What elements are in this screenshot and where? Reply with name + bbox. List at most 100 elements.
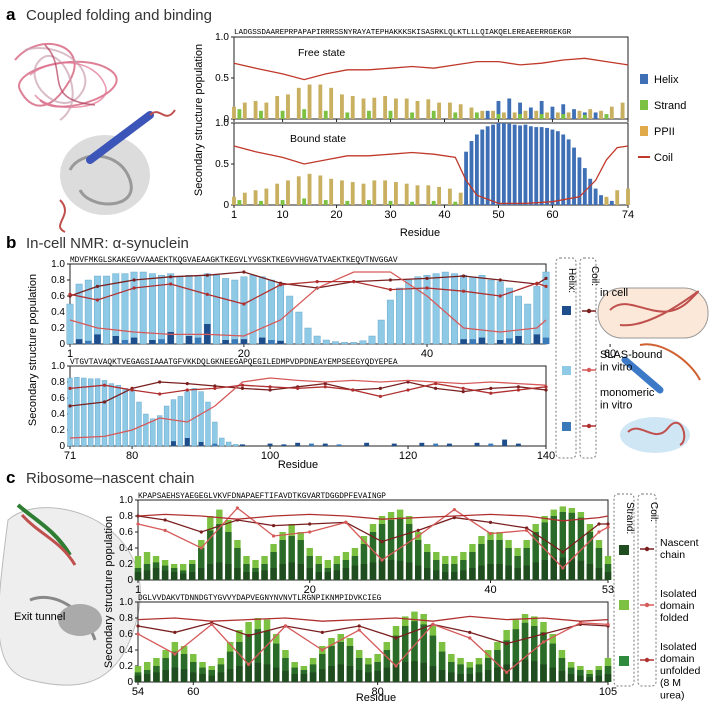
bar-c-1-nascent-chain (541, 522, 548, 580)
bar-a-bound-ppii (253, 190, 258, 205)
bar-a-free-strand (237, 109, 242, 119)
bar-b-2-monomeric-in-vitro (309, 443, 314, 446)
bar-c-2-isolated-domain-unfolded-8-m-urea (153, 672, 160, 682)
bar-c-2-isolated-domain-unfolded-8-m-urea (355, 670, 363, 682)
bar-c-2-nascent-chain (448, 662, 455, 682)
bar-a-free-ppii (447, 102, 452, 119)
legend-b-helix-header: Helix: (566, 268, 577, 293)
bar-a-bound-ppii (458, 192, 463, 205)
point-b-2-coil-in-cell (544, 388, 548, 392)
x-tick-label-c-1: 40 (484, 584, 496, 596)
bar-a-bound-ppii (242, 192, 247, 205)
bar-b-2-slas-bound-in-vitro (115, 385, 121, 447)
bar-c-1-isolated-domain-unfolded-8-m-urea (152, 568, 160, 580)
bar-b-1-in-cell (496, 340, 504, 344)
line-c-2-coil-nascent (137, 622, 609, 645)
point-c-2-coil-folded (606, 622, 610, 627)
bar-a-free-strand (302, 109, 307, 119)
bar-c-1-isolated-domain-unfolded-8-m-urea (306, 568, 313, 580)
point-c-2-coil-nascent (320, 630, 324, 635)
bar-b-1-in-cell (112, 336, 120, 344)
bar-c-2-nascent-chain (383, 650, 391, 682)
point-c-1-coil-nascent (452, 516, 456, 520)
bar-c-2-nascent-chain (245, 634, 252, 682)
bar-c-1-isolated-domain-unfolded-8-m-urea (496, 564, 503, 580)
chart-panel-c-1: 0 0.2 0.4 0.6 0.8 1.0 1 20 40 53 (119, 495, 614, 596)
bar-a-bound-helix (566, 139, 571, 205)
bar-a-bound-strand (323, 200, 328, 205)
bar-a-bound-ppii (264, 188, 269, 205)
bar-c-1-isolated-domain-unfolded-8-m-urea (378, 560, 386, 580)
bar-c-2-isolated-domain-unfolded-8-m-urea (595, 675, 603, 682)
y-tick-label-c-1: 0 (127, 575, 133, 586)
line-b-2-coil-in-cell (69, 381, 547, 407)
bar-a-bound-ppii (307, 173, 312, 205)
point-b-1-coil-monomeric (462, 289, 466, 293)
bar-a-bound-helix (534, 127, 539, 205)
y-tick-label-b-1: 1.0 (51, 259, 65, 270)
bar-c-1-isolated-domain-unfolded-8-m-urea (170, 572, 178, 580)
point-b-2-coil-monomeric (130, 388, 134, 392)
point-b-2-coil-in-cell (378, 386, 383, 390)
legend-a-label-helix: Helix (654, 74, 679, 86)
bar-b-1-slas-bound-in-vitro (277, 283, 284, 345)
point-b-1-coil-in-cell (498, 278, 502, 282)
bar-c-1-isolated-domain-unfolded-8-m-urea (261, 570, 268, 580)
panel-a-bound-complex-image (59, 109, 176, 233)
bar-a-free-ppii (275, 96, 280, 119)
bar-c-1-nascent-chain (469, 552, 476, 580)
bar-c-1-isolated-domain-unfolded-8-m-urea (532, 562, 539, 580)
bar-b-2-slas-bound-in-vitro (219, 437, 225, 447)
point-c-1-coil-nascent (163, 518, 167, 522)
bar-c-1-isolated-domain-unfolded-8-m-urea (414, 565, 422, 580)
bar-c-1-nascent-chain (216, 524, 223, 580)
x-axis-title-c: Residue (356, 692, 396, 704)
bar-a-bound-helix (550, 129, 555, 205)
point-b-2-coil-in-cell (213, 384, 217, 388)
bar-c-1-isolated-domain-unfolded-8-m-urea (424, 568, 431, 580)
legend-a: Helix Strand PPII Coil (638, 74, 686, 164)
point-c-1-coil-nascent (597, 522, 601, 526)
point-c-2-coil-nascent (505, 642, 509, 646)
point-c-2-coil-folded (431, 622, 435, 627)
y-tick-label-c-1: 0.6 (119, 527, 133, 538)
point-c-2-coil-folded (246, 662, 251, 667)
y-tick-label-a-free: 0.5 (215, 73, 229, 84)
bar-c-2-nascent-chain (402, 626, 409, 682)
x-tick-label-c-2: 105 (599, 686, 617, 698)
line-b-2-coil-slas-bound (69, 377, 547, 439)
bar-c-2-isolated-domain-unfolded-8-m-urea (392, 664, 400, 682)
bar-b-2-slas-bound-in-vitro (157, 415, 163, 447)
bar-c-1-nascent-chain (496, 540, 503, 580)
point-c-1-coil-folded (597, 530, 601, 534)
y-tick-label-c-2: 0.2 (119, 661, 133, 672)
x-tick-label-a-bound: 20 (330, 209, 342, 221)
legend-c-swatch-nascent (619, 545, 629, 555)
bar-b-2-slas-bound-in-vitro (81, 377, 87, 447)
point-b-2-coil-monomeric (268, 385, 272, 389)
bar-a-bound-ppii (232, 196, 236, 205)
bar-a-free-helix (528, 107, 533, 119)
bar-b-2-slas-bound-in-vitro (143, 413, 149, 447)
panel-a-letter: a (6, 5, 16, 24)
bar-a-free-strand (496, 114, 501, 119)
bar-b-1-in-cell (222, 340, 229, 344)
panel-b-letter: b (6, 233, 16, 252)
bar-c-2-isolated-domain-unfolded-8-m-urea (429, 666, 437, 682)
bar-c-1-nascent-chain (433, 560, 440, 580)
x-tick-label-c-1: 53 (602, 584, 614, 596)
bar-b-2-slas-bound-in-vitro (184, 391, 190, 447)
sequence-b1: MDVFMKGLSKAKEGVVAAAEKTKQGVAEAAGKTKEGVLYV… (70, 257, 398, 265)
point-b-1-coil-in-cell (425, 276, 429, 280)
panel-c-letter: c (6, 468, 15, 487)
bar-c-2-isolated-domain-unfolded-8-m-urea (236, 666, 243, 682)
bar-b-1-slas-bound-in-vitro (432, 273, 440, 345)
bar-a-bound-strand (280, 200, 285, 205)
bar-c-2-isolated-domain-unfolded-8-m-urea (411, 661, 418, 682)
bar-b-1-in-cell (258, 337, 266, 344)
bar-a-bound-ppii (296, 176, 301, 205)
x-tick-label-b-1: 20 (238, 348, 250, 360)
y-tick-label-c-1: 0.4 (119, 543, 133, 554)
point-c-2-coil-folded (173, 652, 177, 656)
